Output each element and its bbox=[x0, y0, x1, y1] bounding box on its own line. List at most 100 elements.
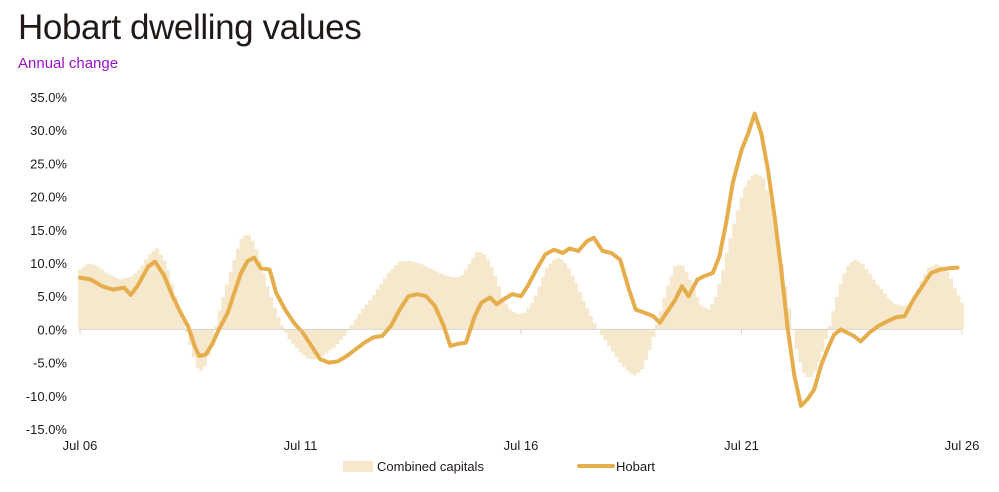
combined-capitals-bar bbox=[386, 272, 391, 330]
combined-capitals-bar bbox=[614, 329, 619, 358]
y-tick-label: -10.0% bbox=[26, 389, 68, 404]
combined-capitals-bar bbox=[239, 239, 244, 330]
combined-capitals-bar bbox=[544, 268, 549, 330]
combined-capitals-bar bbox=[776, 241, 781, 330]
combined-capitals-bar bbox=[316, 329, 321, 359]
y-tick-label: 35.0% bbox=[30, 90, 67, 105]
legend-swatch-combined-capitals bbox=[343, 461, 373, 472]
combined-capitals-bar bbox=[937, 265, 942, 330]
x-tick-label: Jul 16 bbox=[504, 438, 539, 453]
combined-capitals-bar bbox=[530, 302, 535, 330]
combined-capitals-bar bbox=[886, 298, 891, 330]
combined-capitals-bar bbox=[118, 279, 123, 330]
combined-capitals-bar bbox=[375, 289, 380, 330]
combined-capitals-bar bbox=[283, 329, 288, 333]
combined-capitals-bar bbox=[912, 295, 917, 330]
combined-capitals-bar bbox=[728, 238, 733, 330]
combined-capitals-bar bbox=[651, 329, 656, 338]
combined-capitals-bar bbox=[721, 269, 726, 330]
combined-capitals-bar bbox=[868, 274, 873, 330]
combined-capitals-bar bbox=[184, 329, 189, 332]
combined-capitals-bar bbox=[114, 278, 119, 330]
combined-capitals-bar bbox=[243, 235, 248, 330]
combined-capitals-bar bbox=[496, 286, 501, 330]
combined-capitals-bar bbox=[824, 329, 829, 339]
combined-capitals-bar bbox=[699, 304, 704, 330]
combined-capitals-bar bbox=[372, 295, 376, 330]
combined-capitals-bar bbox=[603, 329, 608, 341]
combined-capitals-bar bbox=[287, 329, 292, 340]
y-tick-label: -5.0% bbox=[33, 356, 67, 371]
combined-capitals-bar bbox=[85, 264, 90, 330]
combined-capitals-bar bbox=[294, 329, 299, 349]
combined-capitals-bar bbox=[761, 178, 766, 330]
combined-capitals-bar bbox=[592, 323, 597, 330]
combined-capitals-bar bbox=[739, 197, 744, 330]
combined-capitals-bar bbox=[570, 275, 575, 330]
legend-label-combined-capitals: Combined capitals bbox=[377, 459, 484, 474]
combined-capitals-bars bbox=[78, 173, 964, 377]
x-tick-label: Jul 11 bbox=[284, 438, 318, 453]
combined-capitals-bar bbox=[599, 329, 604, 335]
y-axis-ticks: 35.0% 30.0% 25.0% 20.0% 15.0% 10.0% 5.0% 0.0% -5… bbox=[26, 90, 68, 437]
combined-capitals-bar bbox=[390, 269, 395, 330]
combined-capitals-bar bbox=[460, 275, 465, 330]
combined-capitals-bar bbox=[923, 274, 928, 330]
combined-capitals-bar bbox=[813, 329, 817, 372]
combined-capitals-bar bbox=[507, 309, 512, 330]
combined-capitals-bar bbox=[533, 295, 538, 330]
combined-capitals-bar bbox=[621, 329, 626, 367]
combined-capitals-bar bbox=[618, 329, 623, 363]
combined-capitals-bar bbox=[882, 293, 887, 330]
combined-capitals-bar bbox=[302, 329, 307, 356]
combined-capitals-bar bbox=[654, 324, 659, 330]
combined-capitals-bar bbox=[177, 309, 182, 330]
y-tick-label: 10.0% bbox=[30, 256, 67, 271]
combined-capitals-bar bbox=[500, 297, 505, 330]
combined-capitals-bar bbox=[581, 301, 586, 330]
combined-capitals-bar bbox=[555, 258, 560, 330]
combined-capitals-bar bbox=[610, 329, 615, 352]
combined-capitals-bar bbox=[853, 260, 858, 330]
y-tick-label: 0.0% bbox=[37, 322, 67, 337]
combined-capitals-bar bbox=[338, 329, 343, 341]
combined-capitals-bar bbox=[394, 265, 399, 330]
combined-capitals-bar bbox=[357, 313, 362, 330]
combined-capitals-bar bbox=[202, 329, 207, 367]
combined-capitals-bar bbox=[915, 288, 920, 330]
combined-capitals-bar bbox=[588, 315, 593, 330]
combined-capitals-bar bbox=[298, 329, 303, 353]
combined-capitals-bar bbox=[250, 240, 255, 330]
combined-capitals-bar bbox=[449, 276, 454, 330]
combined-capitals-bar bbox=[349, 324, 354, 330]
combined-capitals-bar bbox=[122, 278, 127, 330]
combined-capitals-bar bbox=[147, 254, 152, 330]
combined-capitals-bar bbox=[629, 329, 634, 374]
combined-capitals-bar bbox=[713, 296, 718, 330]
combined-capitals-bar bbox=[860, 264, 865, 330]
legend: Combined capitals Hobart bbox=[343, 459, 655, 474]
combined-capitals-bar bbox=[702, 307, 707, 330]
combined-capitals-bar bbox=[724, 253, 729, 330]
combined-capitals-bar bbox=[960, 302, 964, 330]
combined-capitals-bar bbox=[794, 329, 799, 350]
combined-capitals-bar bbox=[735, 210, 740, 330]
combined-capitals-bar bbox=[158, 254, 163, 330]
combined-capitals-bar bbox=[221, 297, 226, 330]
combined-capitals-bar bbox=[522, 312, 527, 330]
combined-capitals-bar bbox=[746, 179, 751, 330]
combined-capitals-bar bbox=[632, 329, 637, 376]
combined-capitals-bar bbox=[577, 292, 582, 330]
combined-capitals-bar bbox=[180, 320, 185, 330]
combined-capitals-bar bbox=[684, 272, 689, 330]
combined-capitals-bar bbox=[261, 273, 266, 330]
combined-capitals-bar bbox=[835, 296, 840, 330]
hobart-series-line bbox=[78, 111, 960, 408]
combined-capitals-bar bbox=[732, 224, 737, 330]
combined-capitals-bar bbox=[360, 308, 365, 330]
combined-capitals-bar bbox=[765, 190, 770, 330]
combined-capitals-bar bbox=[945, 271, 950, 330]
combined-capitals-bar bbox=[107, 274, 112, 330]
combined-capitals-bar bbox=[574, 282, 579, 330]
combined-capitals-bar bbox=[103, 272, 108, 330]
